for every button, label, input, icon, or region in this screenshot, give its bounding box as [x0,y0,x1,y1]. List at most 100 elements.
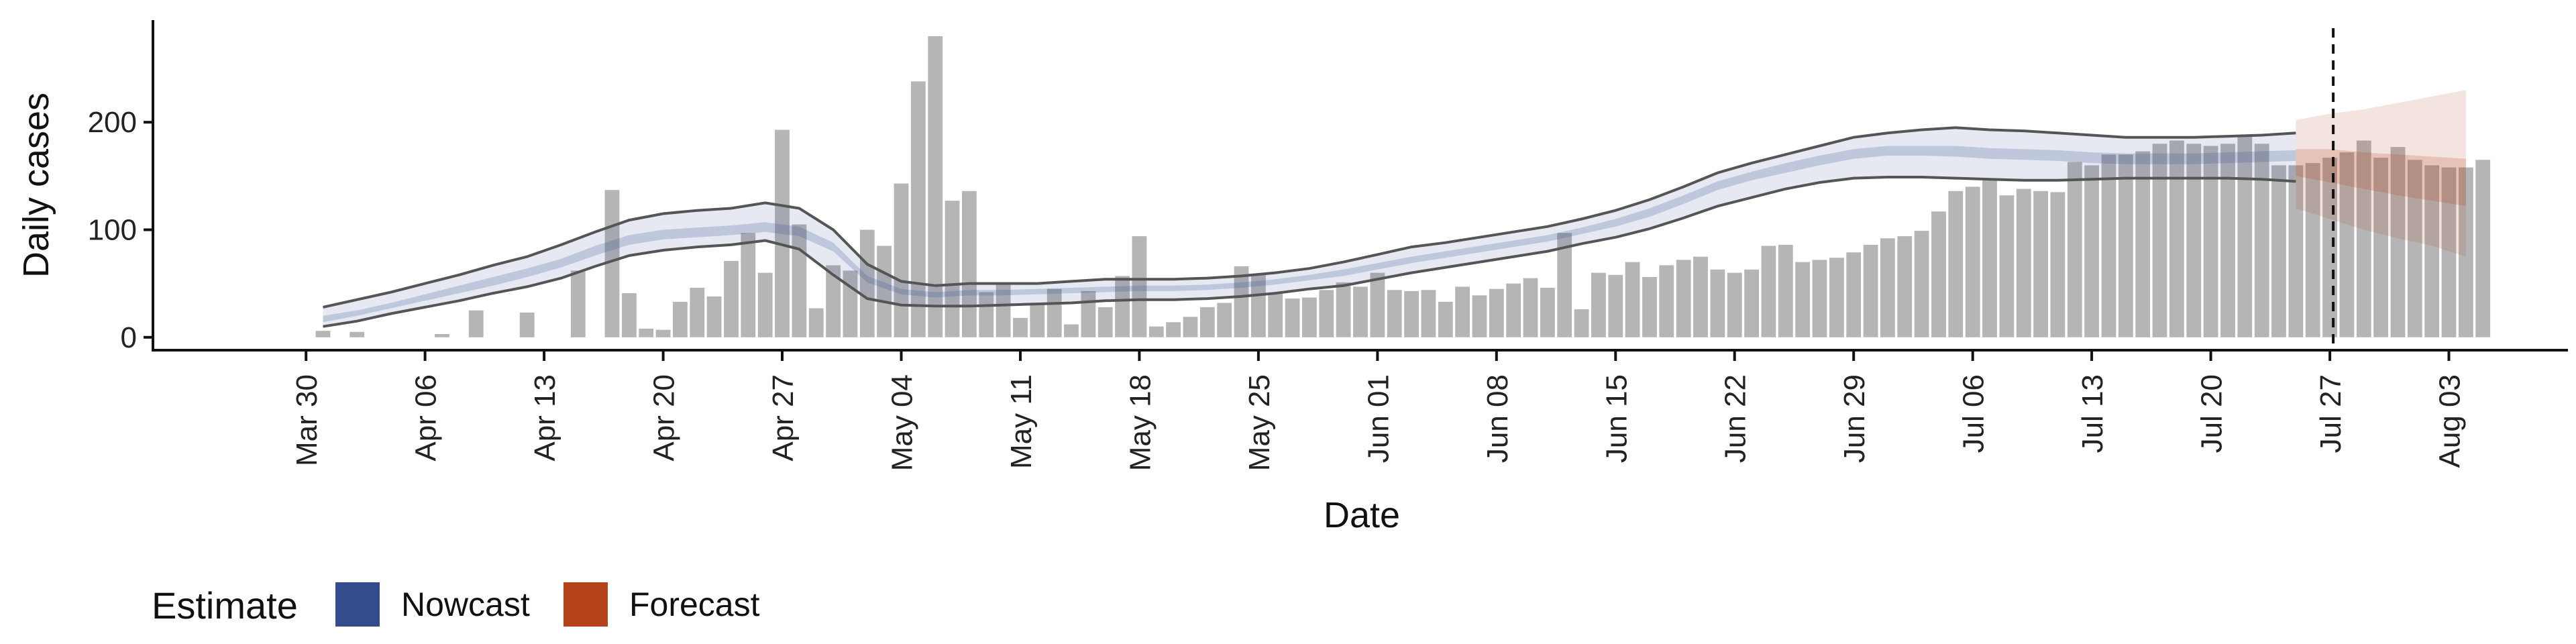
legend-swatch-forecast [564,582,608,627]
case-bar [724,261,739,337]
case-bar [2271,165,2286,337]
case-bar [2016,189,2031,337]
legend-swatch-nowcast [335,582,380,627]
case-bar [1778,244,1793,337]
case-bar [1574,309,1589,337]
case-bar [639,328,654,337]
y-tick-label: 200 [88,106,137,139]
case-bar [2101,154,2116,337]
case-bar [1183,317,1198,337]
x-tick-label: Apr 06 [410,374,443,462]
x-tick-label: Jun 01 [1362,374,1395,463]
case-bar [622,293,637,337]
nowcast-outer-band [323,127,2296,327]
case-bar [1370,272,1385,337]
case-bar [2169,140,2184,337]
case-bar [1999,195,2015,337]
case-bar [741,233,756,337]
x-axis-ticks: Mar 30 Apr 06 Apr 13 Apr 20 Apr 27 May 04 May … [290,350,2467,471]
case-bar [1506,283,1521,337]
case-bar [1115,276,1130,337]
case-bar [1727,272,1742,337]
nowcast-upper-line [323,126,2296,309]
case-bar [1046,288,1062,337]
case-bar [2220,144,2235,337]
case-bar [1251,274,1266,337]
case-bar [1608,274,1623,337]
x-tick-label: May 25 [1243,374,1276,471]
x-tick-label: May 04 [886,374,919,471]
case-bar [2254,144,2269,337]
case-bar [2459,167,2473,337]
x-tick-label: Jul 20 [2196,374,2229,453]
y-axis-title: Daily cases [16,93,56,278]
case-bar [1914,231,1929,337]
case-bar [2339,152,2355,337]
case-bar [1625,262,1640,337]
case-bar [1421,290,1436,337]
case-bar [808,308,824,337]
case-bar [826,265,841,337]
case-bar [1030,304,1045,337]
case-bar [2118,154,2133,337]
case-bar [1217,303,1232,337]
nowcast-inner-band [323,146,2296,323]
case-bar [1795,262,1811,337]
case-bar [2390,147,2406,337]
x-tick-label: Mar 30 [290,374,323,466]
case-bar [1812,260,1827,337]
case-bar [1642,277,1657,337]
case-bar [2152,144,2167,337]
case-bar [1336,282,1351,337]
case-bar [2373,158,2388,337]
case-bar [2407,160,2422,337]
case-bar [910,81,926,337]
case-bar [655,329,671,337]
case-bar [1268,293,1283,337]
case-bar [945,201,960,337]
case-bar [775,129,790,337]
legend-title: Estimate [152,584,298,627]
case-bar [1540,288,1555,337]
x-tick-label: May 11 [1005,374,1038,469]
case-bar [1965,186,1980,337]
case-bar [1693,256,1708,337]
case-bar [1199,307,1215,337]
legend-label-forecast: Forecast [629,586,760,623]
case-bar [2067,162,2082,337]
case-bar [1863,244,1878,337]
case-bar [1931,211,1946,337]
case-bar [2441,167,2457,337]
case-bar [1064,324,1079,337]
case-bar [843,270,858,337]
case-bar [2050,192,2065,337]
x-tick-label: Jun 22 [1719,374,1752,463]
case-bar [1353,286,1368,337]
y-tick-label: 0 [121,321,137,354]
y-tick-label: 100 [88,214,137,247]
x-axis-title: Date [1324,495,1400,535]
case-bar [1744,269,1759,337]
case-bar [859,229,875,337]
case-bar [1013,317,1028,337]
case-bar [2203,146,2218,337]
case-bar [1489,288,1504,337]
case-bar [1166,322,1181,337]
x-tick-label: Aug 03 [2434,374,2467,468]
case-bar [2135,151,2151,337]
y-axis-ticks: 0 100 200 [88,106,153,354]
case-bar [928,36,943,337]
case-bar [1948,191,1964,337]
x-tick-label: Apr 27 [767,374,800,462]
forecast-outer-band [2296,90,2466,257]
case-bar [2033,191,2048,337]
case-bar [1319,290,1334,337]
case-bar [673,301,688,337]
case-bar [1097,307,1113,337]
x-tick-label: Jul 13 [2076,374,2109,453]
x-tick-label: Jun 29 [1838,374,1871,463]
case-bar [435,334,449,337]
x-tick-label: Jul 27 [2314,374,2347,453]
case-bar [1880,238,1895,337]
